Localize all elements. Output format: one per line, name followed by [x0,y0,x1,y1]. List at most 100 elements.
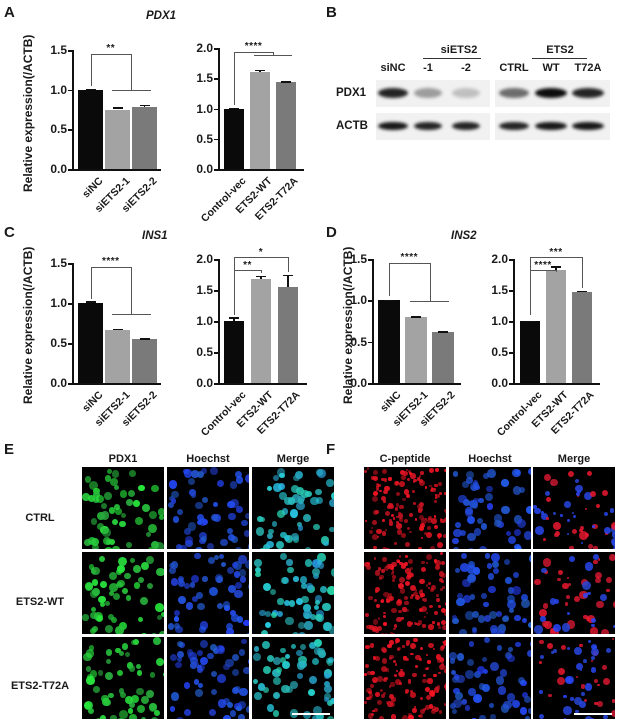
y-tick-label: 0.5 [491,345,508,359]
y-tick [509,290,513,292]
blot-row-label-pdx1: PDX1 [336,87,367,99]
micro-tile-ets2-t72a-pdx1 [82,637,164,719]
y-tick [68,383,72,385]
error-cap [384,299,394,302]
y-tick [214,259,218,261]
micro-col-header-hoechst-f: Hoechst [468,453,512,465]
error-cap [139,338,150,340]
bar-siets2-1 [405,316,427,383]
error-cap [256,275,266,278]
micro-tile-f-row1-c-peptide [364,467,446,549]
micro-tile-ctrl-pdx1 [82,467,164,549]
sig-bracket-left [234,52,235,105]
y-tick-label: 1.0 [350,293,367,308]
blot-group-header-ets2: ETS2 [546,44,574,56]
sig-bracket-left [90,54,92,86]
blot-band [499,122,529,130]
y-tick [68,303,72,305]
significance-label: *** [549,247,563,258]
y-tick-label: 1.5 [196,71,213,86]
micro-tile-ets2-wt-merge [252,552,334,634]
bar-ets2-t72a [278,286,298,383]
bar-control-vec [224,321,244,383]
bar-siets2-1 [105,330,130,383]
y-tick [214,383,218,385]
error-cap [438,331,448,333]
micro-row-label-ets2-wt: ETS2-WT [15,596,65,608]
sig-bracket-top [389,263,430,264]
blot-lane-label: -1 [423,62,433,74]
micro-tile-ets2-wt-pdx1 [82,552,164,634]
panel-letter-c: C [4,224,15,241]
gene-title-ins1: INS1 [142,230,168,242]
blot-group-underline-2 [532,58,587,59]
x-axis-line [72,169,161,171]
blot-band [535,88,567,98]
micro-tile-f-row3-c-peptide [364,637,446,719]
x-axis-line [513,383,600,385]
bar-sinc [78,303,103,383]
sig-group-line [111,89,151,91]
y-tick-label: 1.0 [491,314,508,328]
sig-bracket-right [556,270,557,272]
bar-sinc [378,300,400,383]
panel-letter-b: B [326,4,337,21]
sig-bracket-top [90,54,131,55]
significance-label: **** [534,260,552,271]
error-cap [112,328,123,331]
y-tick-label: 0.5 [50,336,67,350]
y-tick-label: 1.5 [196,283,213,297]
y-tick [509,259,513,261]
sig-bracket-top [90,267,131,268]
gene-title-ins2: INS2 [451,230,477,242]
y-tick [214,290,218,292]
y-tick [214,108,218,110]
error-bar [287,274,289,287]
scale-bar [292,713,330,715]
blot-row-label-actb: ACTB [336,120,368,132]
sig-bracket-top [530,257,582,258]
bar-sinc [78,89,103,169]
sig-bracket-top [530,270,556,271]
x-axis-line [218,169,304,171]
scale-bar [574,713,612,715]
y-tick-label: 1.5 [50,43,67,57]
error-cap [85,301,96,303]
y-tick [68,50,72,52]
error-cap [229,317,239,319]
y-tick-label: 0.5 [196,345,213,359]
y-tick [368,383,372,385]
y-tick-label: 1.5 [350,252,367,266]
sig-group-line [410,301,449,303]
y-axis-line [72,263,74,384]
sig-bracket-right [273,52,274,55]
y-tick-label: 1.0 [50,296,67,310]
sig-bracket-left [234,257,235,315]
y-tick-label: 0.0 [350,376,367,390]
y-tick [509,383,513,385]
bar-siets2-2 [132,339,157,383]
error-cap [281,81,291,83]
y-tick [509,321,513,323]
error-bar [233,317,235,321]
micro-tile-f-row2-hoechst [449,552,531,634]
significance-label: ** [243,260,252,271]
significance-label: ** [106,43,116,54]
micro-col-header-hoechst: Hoechst [186,453,230,465]
y-tick-label: 0.5 [350,334,367,349]
x-axis-line [218,383,307,385]
y-tick [368,259,372,261]
error-cap [112,107,123,109]
blot-lane-label: T72A [574,62,602,74]
sig-bracket-right [131,267,132,314]
blot-lane-label: WT [542,62,560,74]
y-axis-line [513,259,515,384]
sig-bracket-left [530,257,531,315]
y-tick-label: 0.0 [491,376,508,390]
bar-siets2-2 [432,331,454,383]
blot-band [414,122,442,130]
significance-label: **** [400,252,419,263]
blot-lane-label: siNC [380,62,406,74]
micro-col-header-c-peptide: C-peptide [379,453,431,465]
y-axis-label-c: Relative expression(/ACTB) [21,246,35,404]
